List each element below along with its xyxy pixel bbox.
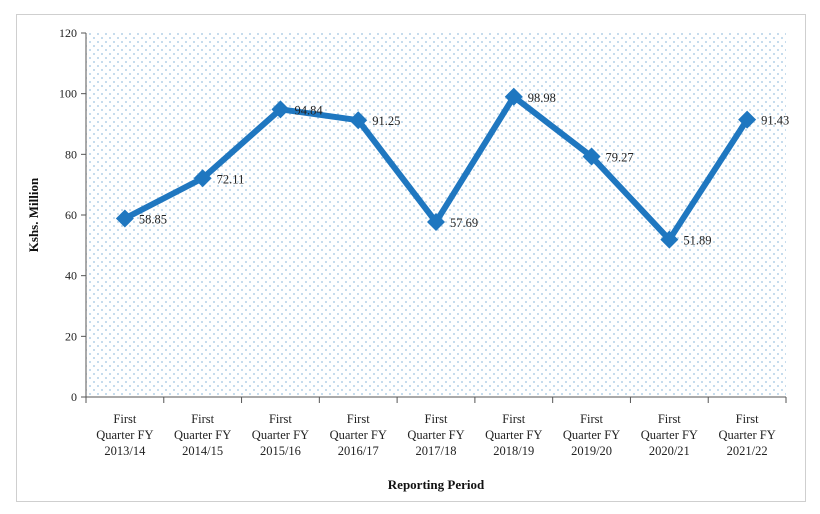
x-tick-label: 2013/14 bbox=[104, 444, 146, 458]
x-category-label: First Quarter FY 2014/15 bbox=[174, 412, 231, 458]
data-label: 98.98 bbox=[528, 91, 556, 105]
x-tick-label: Quarter FY bbox=[718, 428, 775, 442]
x-tick-label: First bbox=[113, 412, 136, 426]
x-tick-label: First bbox=[347, 412, 370, 426]
y-tick-label: 20 bbox=[65, 329, 77, 343]
x-tick-label: Quarter FY bbox=[485, 428, 542, 442]
x-category-label: First Quarter FY 2021/22 bbox=[718, 412, 775, 458]
x-category-label: First Quarter FY 2019/20 bbox=[563, 412, 620, 458]
x-tick-label: Quarter FY bbox=[641, 428, 698, 442]
data-point bbox=[582, 147, 601, 166]
data-label: 91.25 bbox=[372, 114, 400, 128]
data-point bbox=[271, 100, 290, 119]
x-tick-label: First bbox=[269, 412, 292, 426]
y-axis-title: Kshs. Million bbox=[26, 177, 41, 252]
x-tick-label: First bbox=[502, 412, 525, 426]
series: 58.85 72.11 94.84 91.25 57.69 98.98 79.27 51.89… bbox=[115, 87, 789, 249]
data-point bbox=[427, 213, 445, 232]
data-point bbox=[660, 230, 679, 249]
data-label: 51.89 bbox=[683, 234, 711, 248]
data-label: 58.85 bbox=[139, 212, 167, 226]
x-tick-label: 2021/22 bbox=[727, 444, 768, 458]
x-tick-label: First bbox=[191, 412, 214, 426]
x-category-label: First Quarter FY 2016/17 bbox=[330, 412, 387, 458]
x-category-label: First Quarter FY 2013/14 bbox=[96, 412, 153, 458]
x-tick-label: Quarter FY bbox=[252, 428, 309, 442]
y-tick-label: 120 bbox=[59, 26, 77, 40]
x-tick-label: 2014/15 bbox=[182, 444, 223, 458]
x-tick-label: 2018/19 bbox=[493, 444, 534, 458]
y-tick-label: 40 bbox=[65, 269, 77, 283]
x-tick-label: 2019/20 bbox=[571, 444, 612, 458]
data-label: 72.11 bbox=[217, 172, 245, 186]
x-tick-label: 2016/17 bbox=[338, 444, 379, 458]
x-tick-label: First bbox=[658, 412, 681, 426]
x-tick-label: Quarter FY bbox=[563, 428, 620, 442]
data-label: 57.69 bbox=[450, 216, 478, 230]
y-tick-label: 0 bbox=[71, 390, 77, 404]
x-tick-label: 2017/18 bbox=[416, 444, 457, 458]
data-point bbox=[504, 87, 523, 106]
x-tick-label: First bbox=[736, 412, 759, 426]
x-tick-label: Quarter FY bbox=[407, 428, 464, 442]
data-label: 79.27 bbox=[606, 151, 634, 165]
x-tick-label: First bbox=[580, 412, 603, 426]
x-category-label: First Quarter FY 2018/19 bbox=[485, 412, 542, 458]
x-tick-label: Quarter FY bbox=[96, 428, 153, 442]
data-label: 94.84 bbox=[294, 103, 323, 117]
y-axis: 0 20 40 60 80 100 120 bbox=[59, 26, 87, 404]
x-category-label: First Quarter FY 2015/16 bbox=[252, 412, 309, 458]
x-tick-label: 2015/16 bbox=[260, 444, 301, 458]
x-axis: First Quarter FY 2013/14 First Quarter FY 201… bbox=[85, 396, 787, 458]
x-tick-label: Quarter FY bbox=[330, 428, 387, 442]
data-point bbox=[738, 110, 757, 129]
y-tick-label: 100 bbox=[59, 87, 77, 101]
data-point bbox=[115, 209, 134, 228]
x-axis-title: Reporting Period bbox=[388, 477, 485, 492]
data-label: 91.43 bbox=[761, 114, 789, 128]
data-point bbox=[193, 169, 212, 188]
x-category-label: First Quarter FY 2017/18 bbox=[407, 412, 464, 458]
x-tick-label: First bbox=[425, 412, 448, 426]
x-tick-label: Quarter FY bbox=[174, 428, 231, 442]
x-tick-label: 2020/21 bbox=[649, 444, 690, 458]
y-tick-label: 60 bbox=[65, 208, 77, 222]
x-category-label: First Quarter FY 2020/21 bbox=[641, 412, 698, 458]
data-point bbox=[349, 111, 368, 130]
y-tick-label: 80 bbox=[65, 147, 77, 161]
